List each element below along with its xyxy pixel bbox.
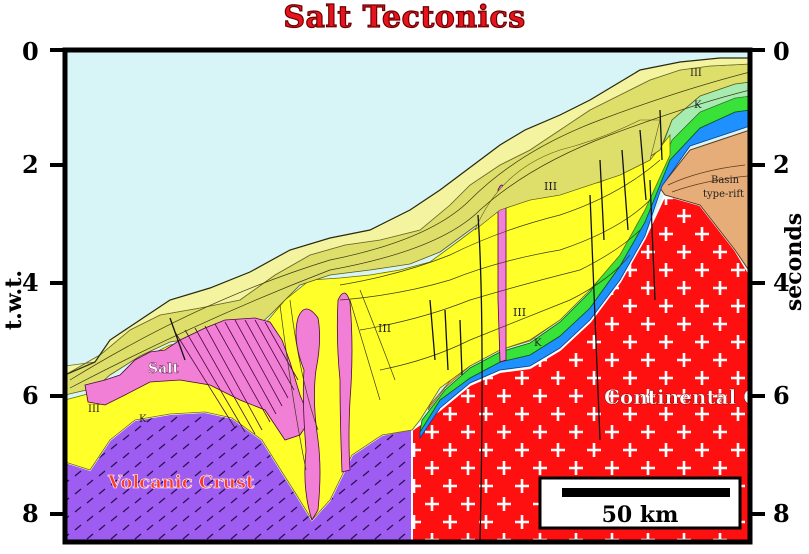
salt-label: Salt — [148, 361, 180, 377]
layer-k-center-label: K — [534, 338, 542, 349]
left-tick-4: 4 — [22, 268, 39, 297]
green-stratum — [419, 95, 750, 433]
right-tick-6: 6 — [773, 381, 790, 410]
layer-iii-middle-label: III — [378, 322, 391, 335]
layer-iii-left-label: III — [88, 404, 100, 415]
section-frame — [62, 47, 753, 545]
scale-bar-label: 50 km — [602, 502, 679, 528]
basin-label-line1: Basin — [711, 175, 740, 186]
layer-iii-top-label: III — [690, 68, 702, 79]
salt-diapir-3 — [497, 184, 507, 363]
diagram-title: Salt Tectonics — [283, 0, 526, 36]
volcanic-crust-label: Volcanic Crust — [107, 472, 255, 493]
continental-crust-label: Continental Crust — [604, 385, 805, 409]
right-tick-0: 0 — [773, 37, 790, 66]
left-tick-8: 8 — [22, 499, 39, 528]
layer-iii-center-label: III — [513, 306, 526, 319]
right-tick-2: 2 — [773, 150, 790, 179]
right-tick-4: 4 — [773, 268, 790, 297]
basin-rift — [659, 129, 750, 273]
layer-k-left-label: K — [139, 414, 147, 425]
basin-label-line2: type-rift — [703, 189, 744, 200]
continental-crust — [411, 193, 750, 542]
scale-bar-box — [538, 476, 742, 530]
left-tick-6: 6 — [22, 381, 39, 410]
scale-bar — [562, 488, 730, 497]
salt-body-left — [84, 317, 311, 441]
layer-k-top-label: K — [694, 100, 702, 111]
sea-floor — [65, 57, 750, 376]
left-tick-0: 0 — [22, 37, 39, 66]
salt-diapir-2 — [336, 292, 353, 473]
left-tick-2: 2 — [22, 150, 39, 179]
layer-iii-upper-label: III — [544, 180, 557, 193]
right-tick-8: 8 — [773, 499, 790, 528]
